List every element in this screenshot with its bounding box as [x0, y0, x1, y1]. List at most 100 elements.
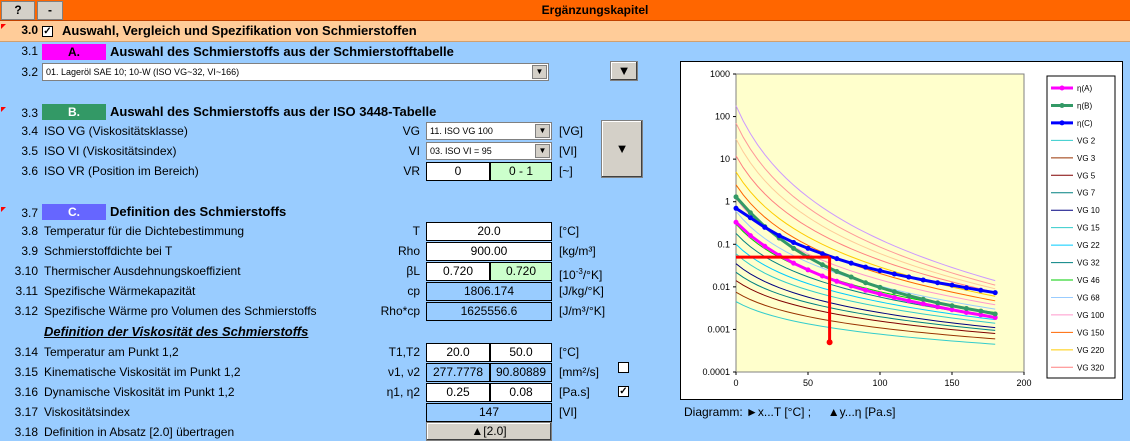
density-temp-symbol: T — [412, 224, 420, 238]
dyn-visc-point1-input[interactable]: 0.25 — [426, 383, 490, 402]
marker-point — [826, 339, 833, 346]
eta-point — [877, 291, 883, 297]
density-symbol: Rho — [397, 244, 420, 258]
row-num: 3.14 — [14, 345, 38, 359]
y-tick-label: 0.0001 — [702, 367, 730, 377]
iso-vi-select[interactable]: 03. ISO VI = 95 ▼ — [426, 142, 552, 160]
row-num: 3.11 — [15, 284, 38, 298]
dyn-visc-label: Dynamische Viskosität im Punkt 1,2 — [44, 385, 235, 399]
dyn-visc-checkbox[interactable]: ✓ — [618, 386, 629, 397]
eta-point — [805, 267, 811, 273]
viscosity-chart: 1000 100 10 1 0.1 0.01 0.001 0.0001 0 50 100 150 200… — [680, 61, 1123, 400]
eta-point — [791, 240, 797, 246]
kin-visc-point2: 90.80889 — [490, 363, 552, 382]
eta-point — [949, 282, 955, 288]
row-num: 3.16 — [14, 385, 38, 399]
chevron-down-icon: ▼ — [535, 144, 550, 158]
chart-caption: Diagramm: ►x...T [°C] ; ▲y...η [Pa.s] — [684, 405, 896, 419]
section-b-title: Auswahl des Schmierstoffs aus der ISO 34… — [110, 104, 437, 119]
vg-series-line — [735, 138, 996, 290]
vg-series-line — [735, 291, 996, 340]
vol-heat-label: Spezifische Wärme pro Volumen des Schmie… — [44, 304, 317, 318]
section-c-title: Definition des Schmierstoffs — [110, 204, 287, 219]
legend-label: VG 68 — [1077, 293, 1100, 302]
tag-b: B. — [42, 104, 106, 120]
density-temp-unit: [°C] — [559, 224, 580, 238]
legend-label: VG 15 — [1077, 224, 1100, 233]
heat-capacity-label: Spezifische Wärmekapazität — [44, 284, 196, 298]
temp-point1-input[interactable]: 20.0 — [426, 343, 490, 362]
row-num: 3.5 — [21, 144, 38, 158]
vg-series-line — [735, 280, 996, 335]
row-num: 3.3 — [0, 106, 38, 120]
vg-series-line — [735, 105, 996, 282]
eta-point — [891, 271, 897, 277]
dyn-visc-point2-input[interactable]: 0.08 — [490, 383, 552, 402]
row-num: 3.6 — [21, 164, 38, 178]
legend-label: VG 5 — [1077, 171, 1096, 180]
vg-series-line — [735, 122, 996, 286]
section-checkbox[interactable]: ✓ — [42, 26, 53, 37]
x-tick-label: 50 — [803, 378, 813, 388]
eta-point — [935, 300, 941, 306]
expansion-value: 0.720 — [490, 262, 552, 281]
eta-point — [863, 264, 869, 270]
density-temp-input[interactable]: 20.0 — [426, 222, 552, 241]
eta-point — [978, 308, 984, 314]
legend-label: VG 10 — [1077, 206, 1100, 215]
iso-vg-select[interactable]: 11. ISO VG 100 ▼ — [426, 122, 552, 140]
eta-point — [863, 280, 869, 286]
kin-visc-unit: [mm²/s] — [559, 365, 599, 379]
y-tick-label: 0.01 — [712, 282, 730, 292]
dyn-visc-unit: [Pa.s] — [559, 385, 590, 399]
apply-b-button[interactable]: ▼ — [601, 120, 643, 178]
eta-point — [935, 304, 941, 310]
legend-label: η(B) — [1077, 101, 1092, 110]
row-num: 3.7 — [0, 206, 38, 220]
eta-point — [906, 274, 912, 280]
legend-marker — [1059, 102, 1065, 108]
density-label: Schmierstoffdichte bei T — [44, 244, 173, 258]
eta-point — [949, 303, 955, 309]
legend-label: VG 7 — [1077, 189, 1096, 198]
temp-point2-input[interactable]: 50.0 — [490, 343, 552, 362]
vol-heat-unit: [J/m³/°K] — [559, 304, 606, 318]
legend-label: VG 22 — [1077, 241, 1100, 250]
legend-label: VG 2 — [1077, 136, 1096, 145]
iso-vg-label: ISO VG (Viskositätsklasse) — [44, 124, 188, 138]
eta-point — [863, 287, 869, 293]
eta-point — [963, 306, 969, 312]
apply-a-button[interactable]: ▼ — [610, 61, 638, 81]
transfer-button[interactable]: ▲[2.0] — [426, 422, 552, 441]
tag-a: A. — [42, 44, 106, 60]
iso-vg-unit: [VG] — [559, 124, 584, 138]
eta-point — [848, 260, 854, 266]
x-tick-label: 150 — [944, 378, 959, 388]
collapse-button[interactable]: - — [37, 1, 63, 20]
lubricant-select[interactable]: 01. Lageröl SAE 10; 10-W (ISO VG~32, VI~… — [42, 63, 549, 81]
vg-series-line — [735, 243, 996, 321]
eta-point — [848, 283, 854, 289]
section-a-title: Auswahl des Schmierstoffs aus der Schmie… — [110, 44, 454, 59]
iso-vi-value: 03. ISO VI = 95 — [430, 146, 492, 156]
eta-point — [935, 280, 941, 286]
legend-marker — [1059, 85, 1065, 91]
eta-point — [978, 287, 984, 293]
vi-label: Viskositätsindex — [44, 405, 130, 419]
eta-point — [992, 315, 998, 321]
expansion-input[interactable]: 0.720 — [426, 262, 490, 281]
kin-visc-point1: 277.7778 — [426, 363, 490, 382]
dyn-visc-symbol: η1, η2 — [386, 385, 420, 399]
legend-label: VG 220 — [1077, 346, 1105, 355]
kin-visc-checkbox[interactable] — [618, 362, 629, 373]
iso-vr-input[interactable]: 0 — [426, 162, 490, 181]
eta-point — [834, 278, 840, 284]
legend-label: VG 320 — [1077, 363, 1105, 372]
density-input[interactable]: 900.00 — [426, 242, 552, 261]
chapter-title: Ergänzungskapitel — [541, 3, 649, 17]
row-num: 3.12 — [14, 304, 38, 318]
help-button[interactable]: ? — [1, 1, 35, 20]
iso-vi-symbol: VI — [408, 144, 420, 158]
eta-point — [733, 205, 739, 211]
row-num: 3.17 — [14, 405, 38, 419]
